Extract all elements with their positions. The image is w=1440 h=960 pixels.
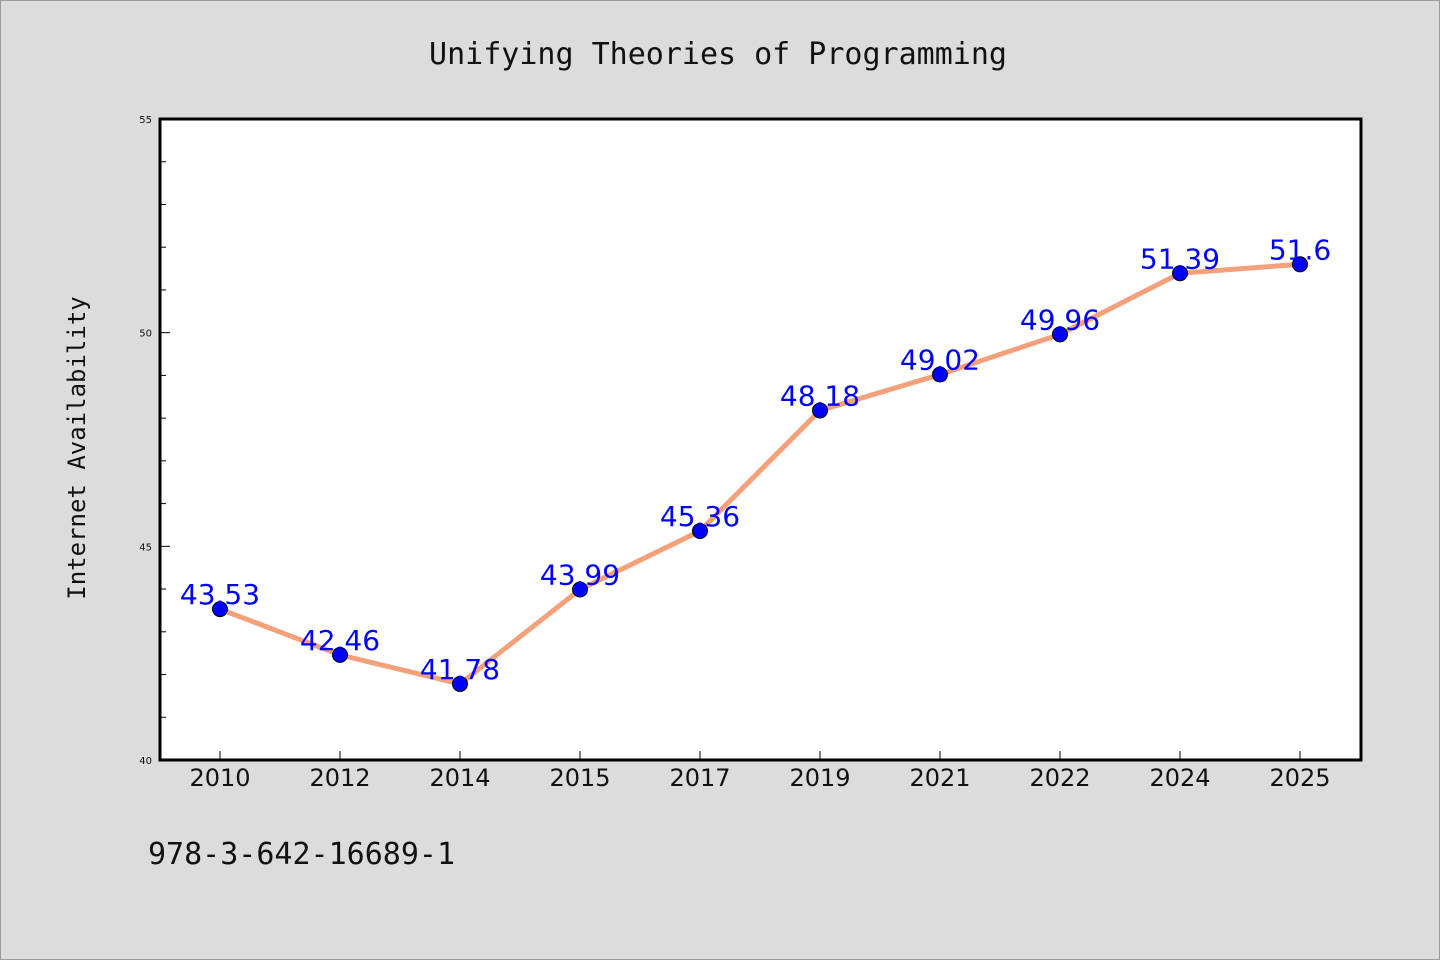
data-point-marker <box>572 581 588 598</box>
x-tick-label: 2021 <box>909 764 970 792</box>
data-point-marker <box>212 601 228 618</box>
data-label: 49.02 <box>900 344 980 377</box>
data-point-marker <box>1172 265 1188 282</box>
data-labels: 43.53 42.46 41.78 43.99 45.36 48.18 49.02 49.96… <box>180 233 1331 686</box>
data-point-marker <box>1052 326 1068 343</box>
x-tick-label: 2024 <box>1149 764 1210 792</box>
data-label: 42.46 <box>300 624 380 657</box>
y-tick-label: 40 <box>139 756 152 767</box>
chart-title: Unifying Theories of Programming <box>429 37 1007 72</box>
y-tick-label: 50 <box>139 329 152 340</box>
y-tick-label: 55 <box>139 115 152 126</box>
data-label: 41.78 <box>420 653 500 686</box>
x-tick-label: 2019 <box>789 764 850 792</box>
data-label: 43.99 <box>540 558 620 591</box>
data-label: 45.36 <box>660 500 740 533</box>
data-label: 51.6 <box>1269 233 1331 266</box>
x-axis-ticks: 2010 2012 2014 2015 2017 2019 2021 2022 2024 2025 <box>189 751 1331 792</box>
series-main <box>212 256 1308 692</box>
y-tick-label: 45 <box>139 542 152 553</box>
x-tick-label: 2022 <box>1029 764 1090 792</box>
y-axis-ticks: 40 45 50 55 <box>139 115 170 767</box>
x-tick-label: 2017 <box>669 764 730 792</box>
y-axis-label: Internet Availability <box>63 296 91 599</box>
plot-area <box>158 117 1363 762</box>
data-point-marker <box>452 675 468 692</box>
data-point-marker <box>332 646 348 663</box>
x-tick-label: 2010 <box>189 764 250 792</box>
series-line <box>217 261 1303 687</box>
x-tick-label: 2012 <box>309 764 370 792</box>
data-label: 43.53 <box>180 578 260 611</box>
x-tick-label: 2014 <box>429 764 490 792</box>
data-label: 51.39 <box>1140 242 1220 275</box>
x-tick-label: 2015 <box>549 764 610 792</box>
data-point-marker <box>692 522 708 539</box>
data-point-marker <box>812 402 828 419</box>
data-label: 48.18 <box>780 379 860 412</box>
x-tick-label: 2025 <box>1269 764 1330 792</box>
data-point-marker <box>1292 256 1308 273</box>
data-point-marker <box>932 366 948 383</box>
footnote-isbn: 978-3-642-16689-1 <box>148 837 455 872</box>
data-label: 49.96 <box>1020 303 1100 336</box>
